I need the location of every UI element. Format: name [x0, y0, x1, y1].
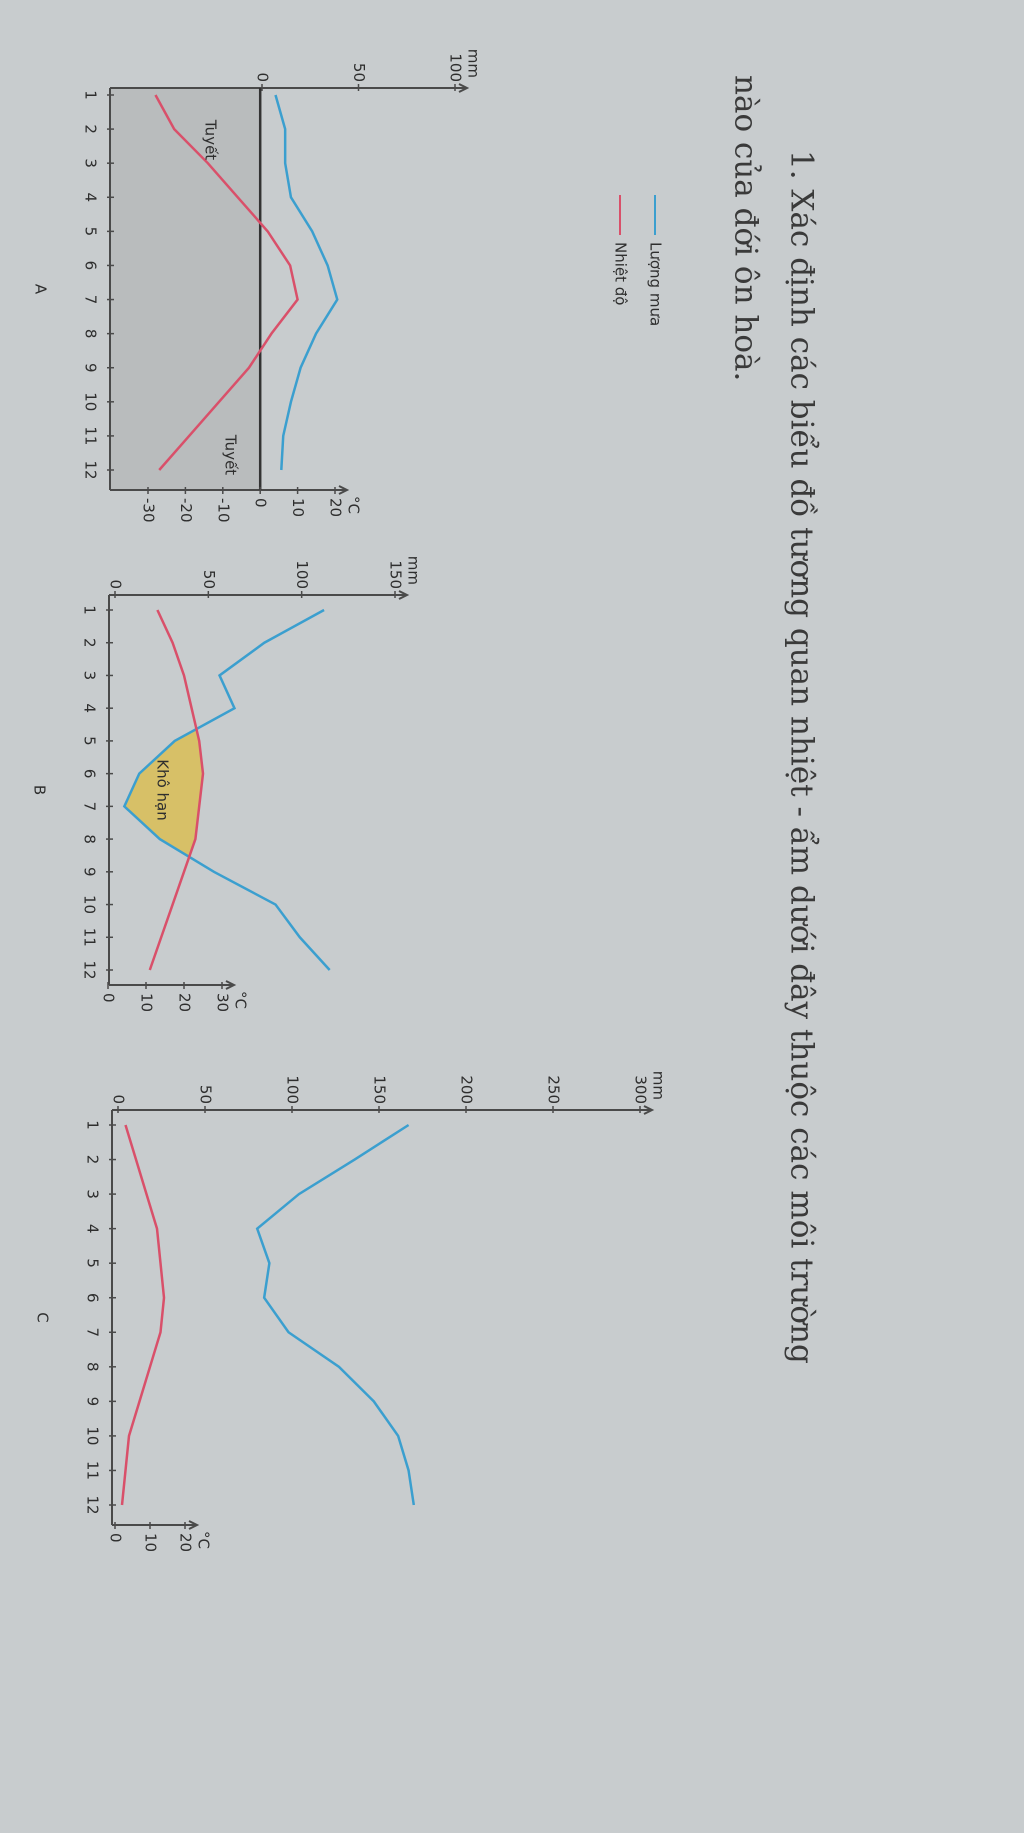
y2-tick-label: 0	[100, 993, 118, 1003]
x-tick-label: 5	[82, 227, 100, 237]
y-tick-label: 0	[254, 72, 272, 82]
data-line	[120, 1124, 166, 1506]
y2-axis-label: °C	[195, 1531, 213, 1549]
y-tick-label: 100	[293, 560, 311, 589]
y2-tick-label: 20	[176, 993, 194, 1012]
data-line	[255, 1123, 416, 1506]
x-tick-label: 1	[82, 90, 100, 100]
frozen-area	[110, 88, 261, 490]
axis-arrow	[643, 1105, 655, 1115]
chart-label: A	[32, 284, 50, 295]
axis-arrow	[458, 83, 470, 93]
y2-tick-label: -20	[177, 498, 195, 523]
y2-tick-label: 0	[252, 498, 270, 508]
y2-axis-label: °C	[345, 496, 363, 514]
axis-arrow	[225, 980, 237, 990]
y-tick-label: 100	[447, 53, 465, 82]
rotated-page: 1. Xác định các biểu đồ tương quan nhiệt…	[31, 49, 821, 1552]
x-tick-label: 10	[82, 392, 100, 411]
x-tick-label: 4	[84, 1224, 102, 1234]
data-line	[122, 608, 331, 971]
y-tick-label: 50	[350, 63, 368, 82]
annotation: Tuyết	[202, 119, 220, 160]
axis-arrow	[398, 590, 410, 600]
y2-axis-label: °C	[232, 991, 250, 1009]
legend-label: Nhiệt độ	[612, 242, 630, 305]
y-tick-label: 50	[197, 1085, 215, 1104]
y2-tick-label: 30	[214, 993, 232, 1012]
data-line	[154, 94, 299, 471]
legend-label: Lượng mưa	[647, 242, 665, 326]
axis-arrow	[188, 1520, 200, 1530]
x-tick-label: 3	[84, 1189, 102, 1199]
y2-tick-label: 10	[142, 1533, 160, 1552]
question-line: nào của đới ôn hoà.	[728, 75, 764, 381]
x-tick-label: 11	[81, 928, 99, 947]
x-tick-label: 6	[84, 1293, 102, 1303]
y-axis-label: mm	[465, 49, 483, 78]
annotation: Khô hạn	[154, 759, 172, 821]
x-tick-label: 8	[81, 834, 99, 844]
data-line	[148, 609, 205, 971]
x-tick-label: 3	[82, 158, 100, 168]
x-tick-label: 4	[82, 192, 100, 202]
y-tick-label: 150	[371, 1075, 389, 1104]
y2-tick-label: -30	[140, 498, 158, 523]
x-tick-label: 12	[84, 1495, 102, 1514]
y-tick-label: 250	[545, 1075, 563, 1104]
x-tick-label: 7	[84, 1327, 102, 1337]
y2-tick-label: -10	[214, 498, 232, 523]
y-axis-label: mm	[405, 556, 423, 585]
chart-label: C	[34, 1312, 52, 1322]
x-tick-label: 10	[81, 895, 99, 914]
x-tick-label: 11	[82, 426, 100, 445]
x-tick-label: 6	[81, 769, 99, 779]
y2-tick-label: 0	[107, 1533, 125, 1543]
y2-tick-label: 10	[138, 993, 156, 1012]
dry-season-area	[124, 729, 203, 857]
y-tick-label: 200	[458, 1075, 476, 1104]
y-tick-label: 150	[387, 560, 405, 589]
y-tick-label: 300	[632, 1075, 650, 1104]
y2-tick-label: 20	[327, 498, 345, 517]
x-tick-label: 7	[82, 295, 100, 305]
x-tick-label: 1	[84, 1120, 102, 1130]
x-tick-label: 1	[81, 605, 99, 615]
y2-tick-label: 10	[289, 498, 307, 517]
x-tick-label: 5	[81, 736, 99, 746]
x-tick-label: 12	[82, 460, 100, 479]
x-tick-label: 2	[82, 124, 100, 134]
question-line: 1. Xác định các biểu đồ tương quan nhiệt…	[784, 150, 821, 1364]
data-line	[274, 94, 339, 471]
axis-arrow	[338, 485, 350, 495]
x-tick-label: 2	[81, 638, 99, 648]
x-tick-label: 11	[84, 1461, 102, 1480]
chart-label: B	[31, 785, 49, 795]
x-tick-label: 2	[84, 1155, 102, 1165]
x-tick-label: 8	[84, 1362, 102, 1372]
y-axis-label: mm	[650, 1071, 668, 1100]
y-tick-label: 50	[200, 570, 218, 589]
x-tick-label: 9	[81, 867, 99, 877]
x-tick-label: 5	[84, 1258, 102, 1268]
x-tick-label: 9	[84, 1397, 102, 1407]
x-tick-label: 10	[84, 1426, 102, 1445]
x-tick-label: 7	[81, 802, 99, 812]
x-tick-label: 4	[81, 703, 99, 713]
x-tick-label: 9	[82, 363, 100, 373]
annotation: Tuyết	[222, 434, 240, 475]
x-tick-label: 3	[81, 671, 99, 681]
x-tick-label: 12	[81, 960, 99, 979]
x-tick-label: 8	[82, 329, 100, 339]
y-tick-label: 100	[284, 1075, 302, 1104]
y2-tick-label: 20	[177, 1533, 195, 1552]
y-tick-label: 0	[110, 1094, 128, 1104]
y-tick-label: 0	[107, 579, 125, 589]
x-tick-label: 6	[82, 261, 100, 271]
